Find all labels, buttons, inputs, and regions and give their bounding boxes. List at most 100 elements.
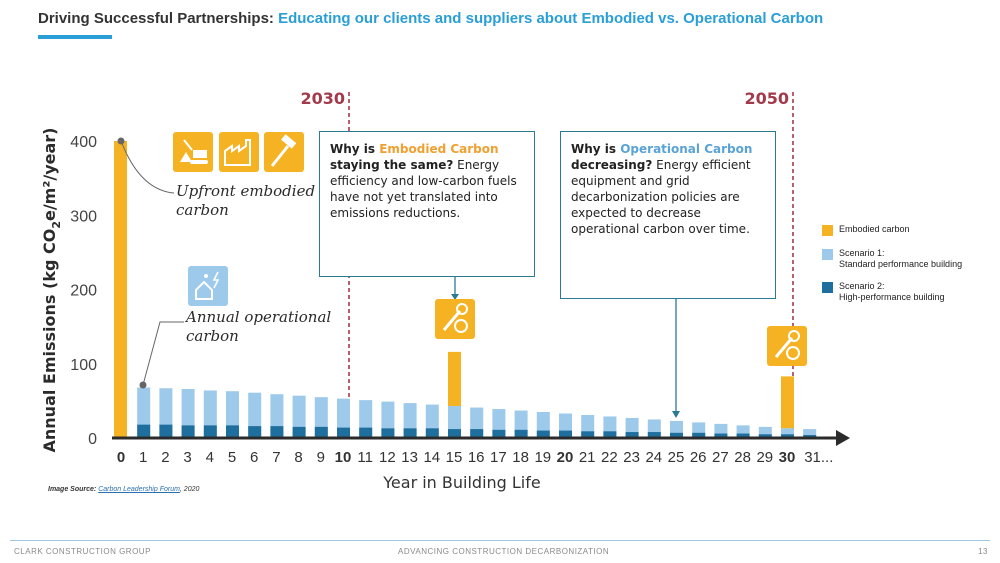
x-tick-label: 26 — [690, 449, 707, 466]
callout-operational-q2: Operational Carbon — [620, 142, 753, 156]
construction-icon-arm — [183, 139, 193, 151]
callout-embodied-body: Energy efficiency and low-carbon fuels h… — [330, 158, 517, 220]
annotation-upfront-embodied: Upfront embodied carbon — [176, 182, 316, 219]
source-year: , 2020 — [179, 486, 200, 493]
x-tick-label: 27 — [712, 449, 729, 466]
construction-icon-mound — [180, 152, 192, 162]
milestone-label: 2050 — [744, 89, 789, 108]
annotation-annual-operational: Annual operational carbon — [186, 308, 332, 345]
title-underline — [38, 35, 112, 39]
callout-operational-carbon: Why is Operational Carbon decreasing? En… — [560, 131, 776, 299]
bar-embodied — [448, 351, 461, 407]
bar-scenario2 — [248, 426, 262, 438]
x-tick-label: 22 — [601, 449, 618, 466]
callout-embodied-arrowhead — [451, 294, 459, 300]
x-tick-label: 0 — [117, 449, 125, 466]
bar-scenario2 — [270, 426, 284, 438]
x-tick-label: 2 — [161, 449, 169, 466]
leader-dot-operational — [139, 381, 147, 389]
bar-scenario2 — [536, 430, 550, 438]
callout-embodied-carbon: Why is Embodied Carbon staying the same?… — [319, 131, 535, 277]
bar-scenario2 — [581, 431, 595, 438]
house-energy-icon-bolt — [212, 271, 220, 289]
wrench-gear-icon-jaw — [456, 303, 468, 315]
x-tick-label: 23 — [623, 449, 640, 466]
y-tick-label: 0 — [88, 431, 97, 448]
bar-scenario2 — [514, 429, 528, 438]
bar-scenario2 — [692, 432, 706, 438]
bar-scenario2 — [714, 433, 728, 438]
bar-scenario2 — [448, 429, 461, 438]
x-tick-label: 30 — [779, 449, 796, 466]
callout-operational-q1: Why is — [571, 142, 621, 156]
bar-embodied — [114, 141, 127, 438]
image-source: Image Source: Carbon Leadership Forum, 2… — [48, 486, 199, 493]
legend-label-scenario1: Scenario 1: — [839, 248, 885, 258]
page-number: 13 — [978, 547, 988, 556]
callout-embodied-q1: Why is — [330, 142, 380, 156]
x-tick-label: 14 — [423, 449, 440, 466]
bar-scenario2 — [781, 434, 794, 438]
y-tick-label: 300 — [70, 208, 97, 225]
x-tick-label: 18 — [512, 449, 529, 466]
bar-scenario2 — [647, 432, 661, 438]
x-tick-label: 6 — [250, 449, 258, 466]
legend-label-embodied: Embodied carbon — [839, 224, 910, 234]
bar-scenario2 — [492, 429, 506, 438]
bar-scenario2 — [159, 424, 173, 438]
x-tick-label: 15 — [446, 449, 463, 466]
callout-embodied-q2: Embodied Carbon — [379, 142, 499, 156]
callout-operational-arrowhead — [672, 411, 680, 418]
x-tick-label: 11 — [357, 449, 373, 466]
house-energy-icon-house — [195, 280, 213, 300]
callout-operational-body: Energy efficient equipment and grid deca… — [571, 158, 751, 236]
x-tick-label: 17 — [490, 449, 507, 466]
bar-embodied — [781, 376, 794, 429]
bar-scenario2 — [337, 427, 350, 438]
bar-scenario2 — [470, 429, 484, 438]
x-tick-label: 19 — [534, 449, 551, 466]
callout-operational-q3: decreasing? — [571, 158, 653, 172]
source-link[interactable]: Carbon Leadership Forum — [98, 486, 180, 493]
x-tick-label: 8 — [294, 449, 302, 466]
footer-divider — [10, 540, 990, 541]
construction-icon-cab — [193, 150, 207, 158]
leader-upfront — [120, 140, 175, 194]
y-tick-label: 100 — [70, 357, 97, 374]
bar-scenario2 — [758, 434, 772, 438]
bar-scenario2 — [670, 432, 683, 438]
wrench-gear-icon-handle — [442, 310, 462, 331]
house-energy-icon-drop — [204, 274, 208, 278]
y-tick-label: 200 — [70, 283, 97, 300]
legend-label-scenario2: Scenario 2: — [839, 281, 885, 291]
source-label: Image Source: — [48, 486, 97, 493]
bar-scenario2 — [203, 425, 217, 438]
footer-tagline: ADVANCING CONSTRUCTION DECARBONIZATION — [398, 547, 610, 556]
x-tick-label: 5 — [228, 449, 236, 466]
construction-icon-track — [190, 160, 208, 164]
bar-scenario2 — [137, 424, 151, 438]
callout-embodied-q3: staying the same? — [330, 158, 454, 172]
bar-scenario2 — [625, 432, 639, 438]
bar-scenario2 — [226, 425, 239, 438]
x-tick-label: 9 — [317, 449, 325, 466]
leader-dot-upfront — [117, 137, 125, 145]
bar-scenario2 — [359, 427, 373, 438]
x-tick-label: 12 — [379, 449, 396, 466]
wrench-gear-icon-handle — [774, 337, 794, 358]
title-lead: Driving Successful Partnerships: — [38, 10, 274, 27]
x-tick-label: 20 — [557, 449, 574, 466]
x-tick-label: 7 — [272, 449, 280, 466]
hammer-icon-head — [281, 134, 297, 149]
x-tick-label: 3 — [183, 449, 191, 466]
x-tick-label: 10 — [335, 449, 352, 466]
x-tick-label: 1 — [139, 449, 147, 466]
milestone-label: 2030 — [300, 89, 345, 108]
bar-scenario2 — [603, 431, 617, 438]
wrench-gear-icon-jaw — [788, 330, 800, 342]
bar-scenario2 — [381, 428, 395, 438]
legend-sublabel-scenario2: High-performance building — [839, 292, 945, 302]
x-tick-label: 13 — [401, 449, 418, 466]
x-axis-arrow — [836, 430, 850, 446]
